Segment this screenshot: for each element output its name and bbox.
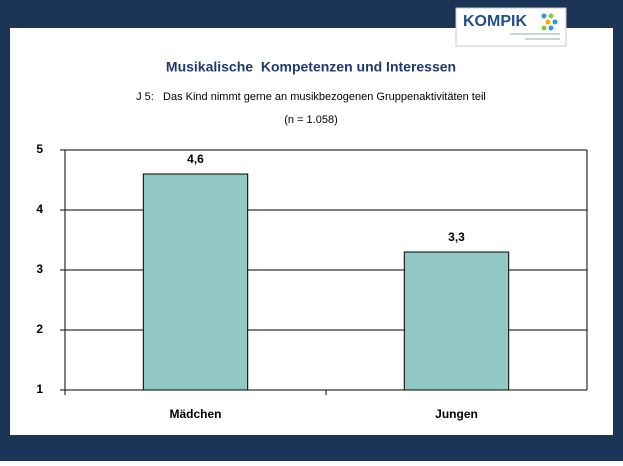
bar bbox=[142, 173, 249, 391]
chart-title: Musikalische Kompetenzen und Interessen bbox=[166, 59, 456, 75]
chart-subtitle: J 5: Das Kind nimmt gerne an musikbezoge… bbox=[136, 91, 486, 103]
y-tick-label: 4 bbox=[36, 202, 43, 216]
logo-dots bbox=[541, 13, 558, 31]
logo-box bbox=[455, 7, 567, 47]
logo-text: KOMPIK bbox=[463, 13, 527, 30]
data-label: 4,6 bbox=[187, 152, 204, 166]
chart-note: (n = 1.058) bbox=[284, 114, 338, 126]
y-tick-label: 3 bbox=[36, 262, 43, 276]
y-tick-label: 1 bbox=[36, 382, 43, 396]
y-tick-label: 2 bbox=[36, 322, 43, 336]
x-tick-label: Mädchen bbox=[169, 407, 221, 421]
bar bbox=[403, 251, 510, 391]
x-tick-label: Jungen bbox=[435, 407, 478, 421]
slide-body bbox=[10, 28, 613, 435]
y-tick-label: 5 bbox=[36, 142, 43, 156]
data-label: 3,3 bbox=[448, 230, 465, 244]
